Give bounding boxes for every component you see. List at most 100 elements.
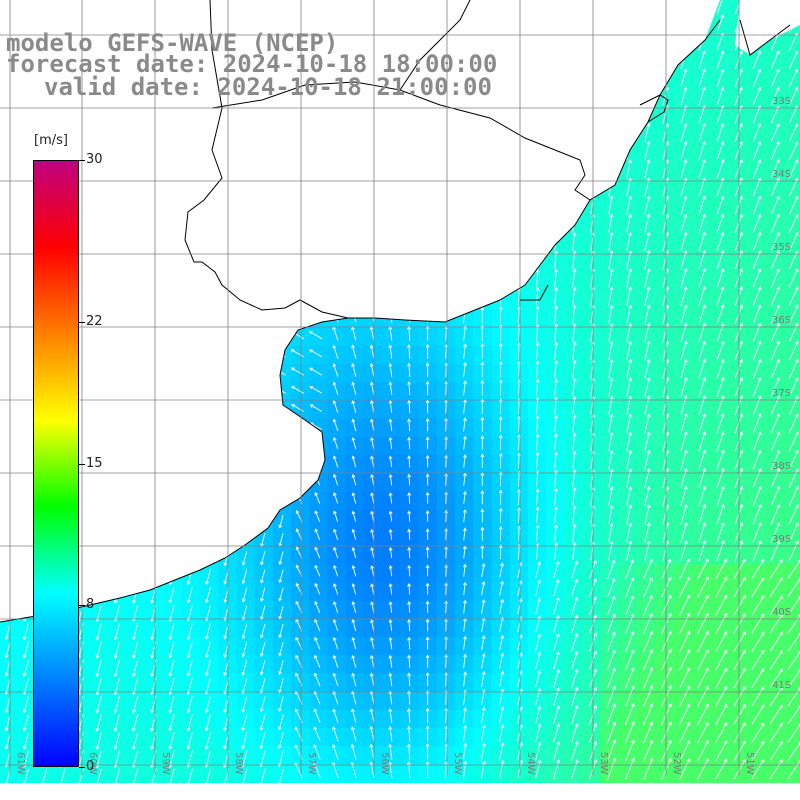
- wind-arrow: [607, 631, 616, 652]
- wind-arrow: [407, 582, 412, 595]
- wind-arrow: [716, 467, 725, 489]
- wind-arrow: [698, 50, 706, 69]
- wind-arrow: [463, 325, 468, 342]
- wind-arrow: [787, 559, 800, 579]
- wind-arrow: [698, 104, 706, 124]
- wind-arrow: [370, 528, 375, 540]
- wind-arrow: [662, 431, 670, 452]
- wind-arrow: [168, 732, 175, 751]
- wind-arrow: [751, 686, 765, 707]
- wind-arrow: [425, 725, 430, 742]
- wind-arrow: [788, 213, 799, 233]
- wind-arrow: [425, 546, 430, 559]
- wind-arrow: [241, 623, 248, 640]
- wind-arrow: [535, 759, 542, 779]
- wind-arrow: [332, 654, 339, 668]
- wind-arrow: [608, 522, 614, 543]
- wind-arrow: [333, 492, 339, 504]
- wind-arrow: [716, 376, 725, 397]
- wind-arrow: [769, 649, 783, 670]
- wind-arrow: [680, 213, 688, 233]
- wind-arrow: [168, 641, 175, 659]
- wind-arrow: [625, 739, 635, 762]
- wind-arrow: [425, 707, 430, 724]
- wind-arrow: [734, 213, 743, 233]
- wind-arrow: [571, 560, 579, 579]
- wind-arrow: [113, 732, 121, 751]
- latitude-label: 35S: [772, 242, 791, 253]
- wind-arrow: [277, 768, 284, 786]
- colorbar-tick-label: 8: [86, 597, 95, 613]
- wind-arrow: [572, 286, 577, 306]
- wind-arrow: [278, 623, 284, 639]
- wind-arrow: [680, 267, 688, 288]
- wind-arrow: [407, 362, 411, 377]
- latitude-label: 34S: [772, 169, 791, 180]
- wind-arrow: [752, 413, 762, 434]
- wind-arrow: [697, 667, 709, 689]
- wind-arrow: [498, 544, 503, 560]
- wind-arrow: [697, 576, 709, 598]
- wind-arrow: [350, 743, 357, 760]
- forecast-date: forecast date: 2024-10-18 18:00:00: [6, 50, 498, 78]
- wind-arrow: [553, 687, 560, 706]
- wind-arrow: [535, 705, 542, 725]
- wind-arrow: [425, 343, 430, 359]
- wind-arrow: [332, 344, 339, 359]
- wind-arrow: [787, 632, 800, 652]
- longitude-label: 53W: [598, 752, 609, 775]
- wind-arrow: [572, 523, 577, 542]
- wind-arrow: [734, 50, 743, 69]
- wind-arrow: [554, 341, 559, 360]
- wind-arrow: [698, 286, 707, 306]
- wind-arrow: [259, 623, 266, 639]
- wind-arrow: [259, 768, 266, 787]
- wind-arrow: [535, 579, 542, 597]
- wind-arrow: [733, 758, 746, 780]
- wind-arrow: [462, 581, 467, 596]
- wind-arrow: [370, 473, 375, 486]
- wind-arrow: [313, 654, 321, 668]
- wind-arrow: [350, 726, 357, 742]
- wind-arrow: [406, 743, 411, 760]
- wind-arrow: [463, 635, 467, 650]
- wind-arrow: [553, 578, 560, 597]
- wind-arrow: [625, 577, 635, 598]
- wind-arrow: [369, 400, 375, 413]
- wind-arrow: [662, 449, 670, 470]
- wind-arrow: [168, 659, 175, 677]
- wind-arrow: [113, 641, 121, 659]
- wind-arrow: [680, 322, 688, 343]
- wind-arrow: [734, 86, 743, 106]
- wind-arrow: [679, 558, 691, 580]
- wind-arrow: [535, 433, 540, 451]
- wind-arrow: [259, 732, 266, 750]
- wind-arrow: [680, 195, 688, 215]
- wind-arrow: [608, 540, 614, 561]
- wind-arrow: [733, 685, 746, 707]
- wind-arrow: [643, 594, 653, 616]
- wind-arrow: [680, 540, 688, 561]
- wind-arrow: [291, 385, 304, 394]
- wind-arrow: [607, 559, 616, 579]
- wind-arrow: [332, 708, 339, 723]
- wind-arrow: [769, 759, 783, 780]
- wind-arrow: [751, 576, 765, 598]
- wind-arrow: [332, 418, 339, 432]
- wind-arrow: [77, 768, 84, 787]
- wind-arrow: [752, 322, 762, 343]
- wind-arrow: [770, 467, 781, 488]
- colorbar-tick-mark: [79, 321, 85, 323]
- wind-arrow: [679, 667, 691, 689]
- wind-arrow: [607, 595, 616, 616]
- wind-arrow: [769, 631, 783, 652]
- wind-arrow: [313, 744, 321, 760]
- wind-arrow: [463, 653, 467, 669]
- wind-arrow: [22, 641, 29, 659]
- wind-arrow: [480, 742, 486, 761]
- wind-arrow: [698, 467, 707, 488]
- wind-arrow: [407, 528, 412, 540]
- wind-arrow: [259, 660, 266, 676]
- wind-arrow: [554, 432, 559, 451]
- wind-arrow: [752, 286, 762, 306]
